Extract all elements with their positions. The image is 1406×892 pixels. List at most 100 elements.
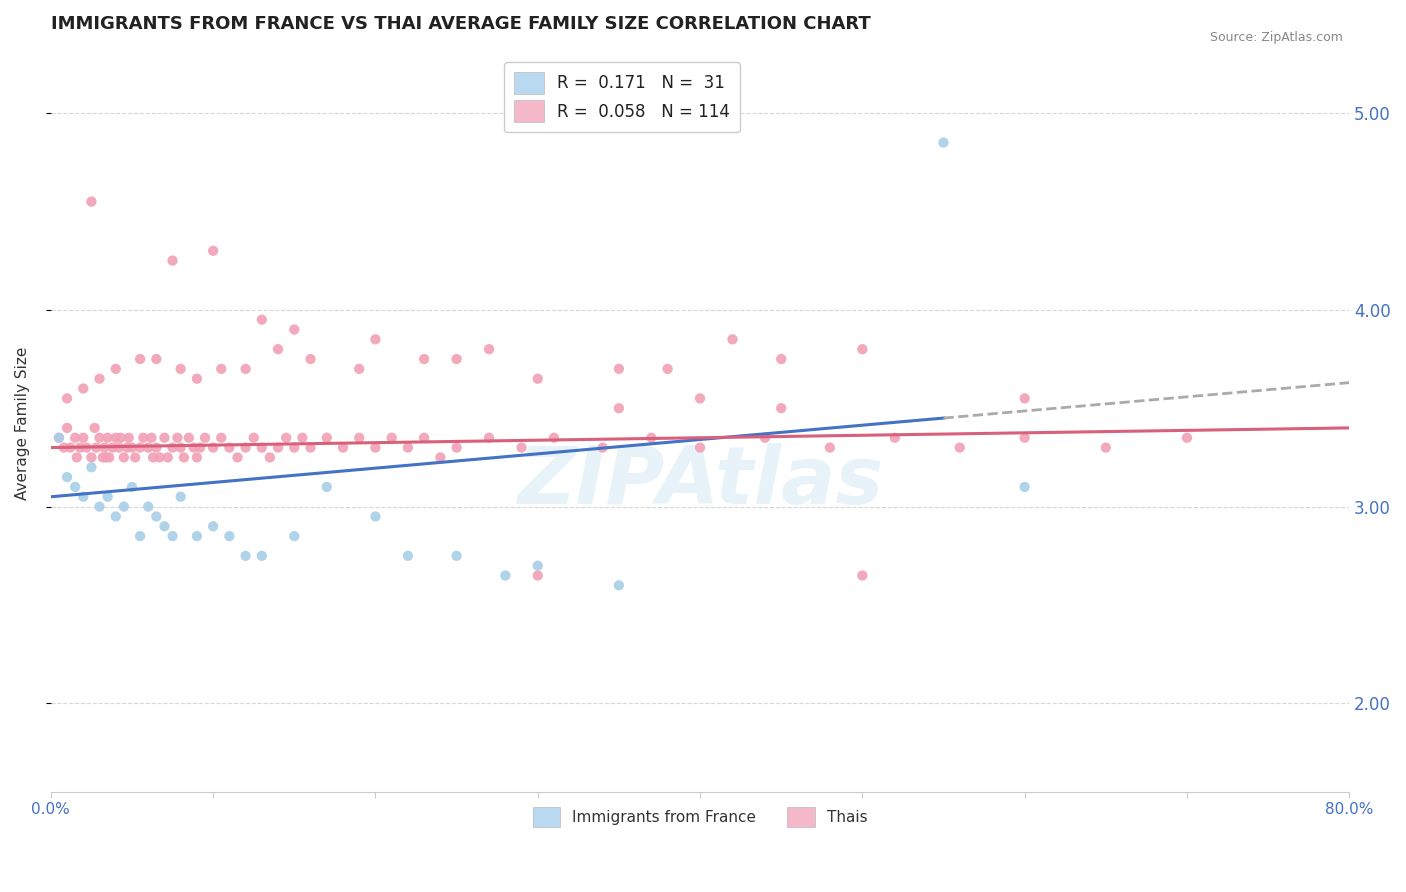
- Point: [235, 362, 257, 376]
- Point: [115, 441, 138, 455]
- Point: [1014, 431, 1036, 445]
- Point: [112, 450, 135, 465]
- Point: [607, 362, 630, 376]
- Point: [186, 529, 208, 543]
- Point: [121, 480, 143, 494]
- Point: [526, 372, 548, 386]
- Point: [721, 332, 744, 346]
- Point: [851, 342, 873, 356]
- Point: [770, 351, 793, 366]
- Point: [89, 500, 111, 514]
- Point: [80, 450, 103, 465]
- Text: ZIPAtlas: ZIPAtlas: [517, 443, 883, 521]
- Point: [170, 441, 193, 455]
- Point: [396, 441, 419, 455]
- Point: [59, 441, 82, 455]
- Point: [83, 421, 105, 435]
- Point: [299, 351, 322, 366]
- Point: [98, 450, 121, 465]
- Point: [166, 431, 188, 445]
- Point: [381, 431, 404, 445]
- Point: [173, 450, 195, 465]
- Point: [66, 450, 89, 465]
- Point: [607, 401, 630, 416]
- Point: [446, 441, 468, 455]
- Point: [315, 431, 337, 445]
- Point: [640, 431, 662, 445]
- Point: [494, 568, 516, 582]
- Point: [162, 441, 184, 455]
- Point: [347, 362, 370, 376]
- Point: [283, 322, 305, 336]
- Point: [136, 500, 159, 514]
- Point: [689, 441, 711, 455]
- Point: [446, 549, 468, 563]
- Point: [607, 578, 630, 592]
- Point: [136, 441, 159, 455]
- Point: [153, 431, 176, 445]
- Point: [56, 392, 79, 406]
- Point: [101, 441, 124, 455]
- Point: [156, 450, 179, 465]
- Point: [315, 480, 337, 494]
- Point: [396, 549, 419, 563]
- Point: [80, 194, 103, 209]
- Point: [56, 421, 79, 435]
- Point: [364, 441, 387, 455]
- Point: [141, 431, 163, 445]
- Point: [949, 441, 972, 455]
- Point: [347, 431, 370, 445]
- Point: [267, 441, 290, 455]
- Point: [118, 431, 141, 445]
- Point: [818, 441, 841, 455]
- Point: [1014, 392, 1036, 406]
- Point: [883, 431, 905, 445]
- Point: [110, 431, 132, 445]
- Point: [202, 519, 225, 533]
- Point: [129, 351, 152, 366]
- Point: [478, 342, 501, 356]
- Point: [291, 431, 314, 445]
- Point: [72, 382, 94, 396]
- Point: [129, 529, 152, 543]
- Point: [202, 244, 225, 258]
- Point: [276, 431, 298, 445]
- Point: [209, 362, 232, 376]
- Point: [72, 431, 94, 445]
- Point: [364, 509, 387, 524]
- Point: [93, 441, 115, 455]
- Point: [129, 441, 152, 455]
- Point: [259, 450, 281, 465]
- Point: [124, 450, 146, 465]
- Point: [170, 490, 193, 504]
- Point: [170, 362, 193, 376]
- Point: [48, 431, 70, 445]
- Point: [332, 441, 354, 455]
- Point: [283, 529, 305, 543]
- Point: [162, 529, 184, 543]
- Point: [89, 431, 111, 445]
- Y-axis label: Average Family Size: Average Family Size: [15, 346, 30, 500]
- Point: [250, 441, 273, 455]
- Legend: Immigrants from France, Thais: Immigrants from France, Thais: [523, 798, 876, 836]
- Text: Source: ZipAtlas.com: Source: ZipAtlas.com: [1209, 31, 1343, 45]
- Point: [104, 362, 127, 376]
- Point: [52, 441, 75, 455]
- Point: [121, 441, 143, 455]
- Point: [250, 549, 273, 563]
- Point: [162, 253, 184, 268]
- Point: [218, 529, 240, 543]
- Point: [364, 332, 387, 346]
- Point: [186, 450, 208, 465]
- Point: [1094, 441, 1116, 455]
- Point: [142, 450, 165, 465]
- Point: [89, 372, 111, 386]
- Text: IMMIGRANTS FROM FRANCE VS THAI AVERAGE FAMILY SIZE CORRELATION CHART: IMMIGRANTS FROM FRANCE VS THAI AVERAGE F…: [51, 15, 870, 33]
- Point: [478, 431, 501, 445]
- Point: [132, 431, 155, 445]
- Point: [80, 460, 103, 475]
- Point: [413, 431, 436, 445]
- Point: [299, 441, 322, 455]
- Point: [145, 351, 167, 366]
- Point: [1175, 431, 1198, 445]
